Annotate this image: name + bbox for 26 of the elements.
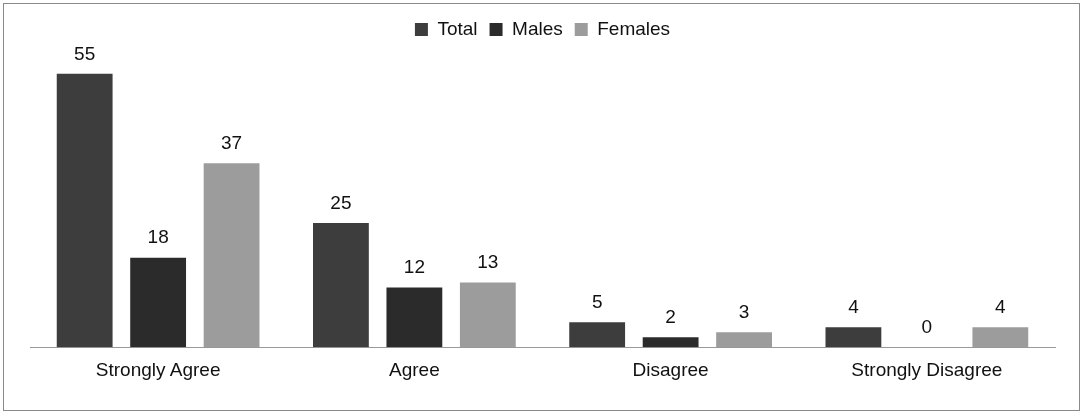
x-tick-label: Strongly Disagree (851, 358, 1003, 380)
data-label: 18 (147, 226, 169, 248)
bar (56, 73, 113, 348)
bar (569, 322, 626, 348)
x-tick-label: Strongly Agree (95, 358, 221, 380)
bar (130, 257, 187, 348)
legend-label: Total (437, 17, 478, 39)
data-label: 55 (74, 42, 96, 64)
bar (825, 327, 882, 348)
data-label: 4 (848, 296, 860, 318)
data-label: 4 (995, 296, 1007, 318)
data-label: 2 (665, 305, 676, 327)
data-label: 13 (477, 251, 499, 273)
legend-label: Males (512, 17, 563, 39)
data-label: 3 (738, 301, 750, 323)
bar (313, 222, 369, 348)
bar (642, 337, 699, 348)
legend-label: Females (597, 17, 671, 39)
data-label: 5 (591, 291, 603, 313)
data-label: 12 (403, 256, 425, 278)
x-tick-label: Agree (389, 358, 440, 380)
data-label: 0 (921, 315, 933, 337)
data-label: 37 (221, 132, 243, 154)
data-label: 25 (330, 191, 352, 213)
bar (386, 287, 443, 348)
x-tick-label: Disagree (632, 358, 709, 380)
